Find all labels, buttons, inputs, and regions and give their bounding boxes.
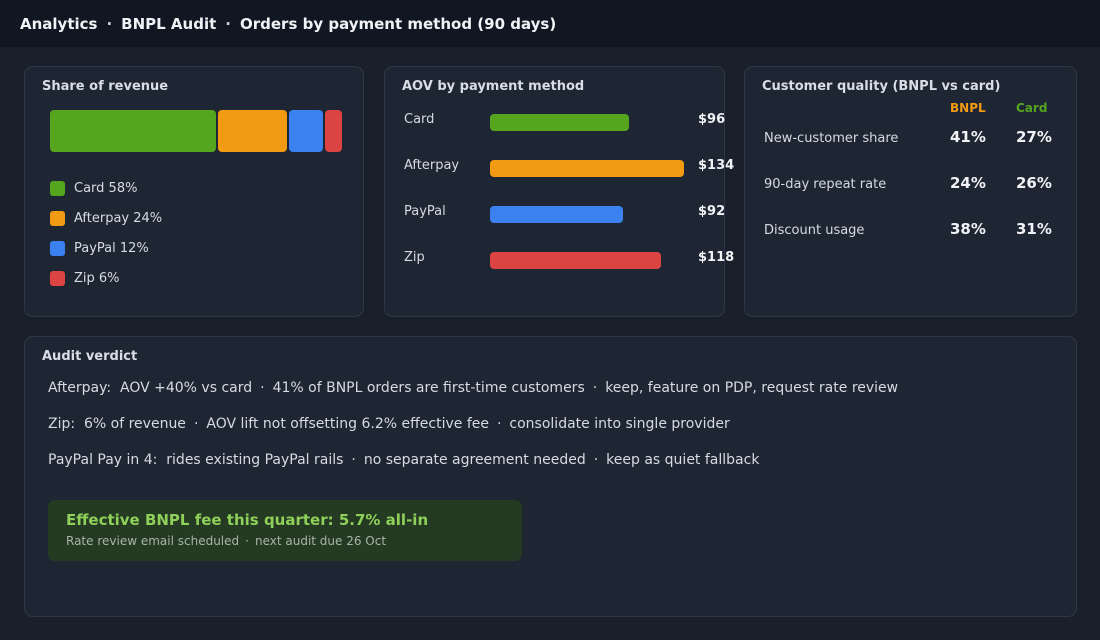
verdict-part: keep as quiet fallback (606, 452, 760, 468)
legend-label: Zip 6% (74, 270, 120, 286)
verdict-part: 6% of revenue (84, 416, 186, 432)
callout-title: Effective BNPL fee this quarter: 5.7% al… (66, 511, 429, 529)
breadcrumb-separator: · (225, 14, 231, 33)
revenue-segment-paypal (288, 110, 323, 152)
legend-item: Card 58% (50, 173, 162, 203)
aov-row-paypal: PayPal $92 (404, 204, 726, 224)
verdict-part: 41% of BNPL orders are first-time custom… (272, 380, 585, 396)
verdict-part: no separate agreement needed (363, 452, 586, 468)
separator-dot: · (496, 416, 502, 432)
revenue-stacked-bar (50, 110, 342, 152)
verdict-lead: Afterpay: (48, 380, 112, 396)
bnpl-value: 38% (950, 220, 986, 238)
verdict-lead: PayPal Pay in 4: (48, 452, 158, 468)
table-row: New-customer share 41% 27% (764, 128, 1064, 150)
verdict-line-paypal: PayPal Pay in 4: rides existing PayPal r… (48, 452, 759, 468)
breadcrumb-separator: · (106, 14, 113, 33)
panel-title: AOV by payment method (402, 79, 585, 94)
legend-item: Afterpay 24% (50, 203, 162, 233)
revenue-legend: Card 58% Afterpay 24% PayPal 12% Zip 6% (50, 173, 162, 293)
card-value: 31% (1016, 220, 1052, 238)
aov-value-label: $92 (698, 204, 726, 219)
audit-verdict-panel: Audit verdict Afterpay: AOV +40% vs card… (24, 336, 1077, 617)
separator-dot: · (193, 416, 199, 432)
aov-bar-card (490, 114, 629, 131)
metric-label: Discount usage (764, 223, 865, 238)
verdict-line-zip: Zip: 6% of revenue · AOV lift not offsetti… (48, 416, 730, 432)
breadcrumb: Analytics · BNPL Audit · Orders by payme… (0, 0, 1100, 47)
separator-dot: · (351, 452, 356, 468)
separator-dot: · (260, 380, 265, 396)
customer-quality-panel: Customer quality (BNPL vs card) BNPL Car… (744, 66, 1077, 317)
legend-label: PayPal 12% (74, 240, 149, 256)
callout-sub-text: next audit due 26 Oct (254, 534, 387, 548)
aov-row-afterpay: Afterpay $134 (404, 158, 734, 178)
aov-label: Zip (404, 250, 425, 265)
legend-swatch (50, 180, 65, 196)
bnpl-value: 24% (950, 174, 986, 192)
aov-label: Card (404, 112, 435, 127)
aov-value-label: $96 (698, 112, 726, 127)
verdict-part: AOV +40% vs card (119, 380, 253, 396)
legend-item: Zip 6% (50, 263, 162, 293)
aov-label: Afterpay (404, 158, 460, 173)
metric-label: 90-day repeat rate (764, 177, 887, 192)
column-header-card: Card (1016, 101, 1048, 115)
revenue-segment-card (50, 110, 216, 152)
aov-row-zip: Zip $118 (404, 250, 734, 270)
aov-track (490, 160, 684, 177)
share-of-revenue-panel: Share of revenue Card 58% Afterpay 24% Pay… (24, 66, 364, 317)
breadcrumb-bnpl-audit[interactable]: BNPL Audit (121, 14, 217, 33)
panel-title: Customer quality (BNPL vs card) (762, 79, 1001, 94)
aov-label: PayPal (404, 204, 446, 219)
verdict-part: keep, feature on PDP, request rate revie… (605, 380, 899, 396)
aov-bar-afterpay (490, 160, 684, 177)
revenue-segment-afterpay (217, 110, 287, 152)
card-value: 27% (1016, 128, 1052, 146)
separator-dot: · (593, 452, 599, 468)
legend-swatch (50, 270, 65, 286)
aov-value-label: $134 (698, 158, 735, 173)
aov-track (490, 252, 684, 269)
effective-fee-callout: Effective BNPL fee this quarter: 5.7% al… (48, 500, 522, 561)
aov-panel: AOV by payment method Card $96 Afterpay $13… (384, 66, 734, 317)
verdict-line-afterpay: Afterpay: AOV +40% vs card · 41% of BNPL o… (48, 380, 898, 396)
table-row: 90-day repeat rate 24% 26% (764, 174, 1064, 196)
verdict-part: consolidate into single provider (509, 416, 730, 432)
callout-subtitle: Rate review email scheduled · next audit d… (66, 534, 386, 548)
aov-value-label: $118 (698, 250, 735, 265)
legend-label: Afterpay 24% (74, 210, 163, 226)
page-title: Orders by payment method (90 days) (239, 14, 557, 33)
panel-title: Audit verdict (42, 349, 138, 364)
verdict-part: AOV lift not offsetting 6.2% effective f… (206, 416, 489, 432)
breadcrumb-analytics[interactable]: Analytics (20, 14, 98, 33)
separator-dot: · (245, 534, 249, 548)
legend-item: PayPal 12% (50, 233, 162, 263)
card-value: 26% (1016, 174, 1052, 192)
aov-row-card: Card $96 (404, 112, 726, 132)
verdict-part: rides existing PayPal rails (166, 452, 344, 468)
aov-bar-zip (490, 252, 661, 269)
metric-label: New-customer share (764, 131, 899, 146)
legend-swatch (50, 210, 65, 226)
separator-dot: · (592, 380, 598, 396)
aov-track (490, 206, 684, 223)
revenue-segment-zip (324, 110, 342, 152)
aov-bar-paypal (490, 206, 623, 223)
column-header-bnpl: BNPL (950, 101, 986, 115)
legend-label: Card 58% (74, 180, 138, 196)
table-row: Discount usage 38% 31% (764, 220, 1064, 242)
aov-track (490, 114, 684, 131)
legend-swatch (50, 240, 65, 256)
panel-title: Share of revenue (42, 79, 169, 94)
bnpl-value: 41% (950, 128, 986, 146)
callout-sub-text: Rate review email scheduled (66, 534, 240, 548)
verdict-lead: Zip: (48, 416, 76, 432)
